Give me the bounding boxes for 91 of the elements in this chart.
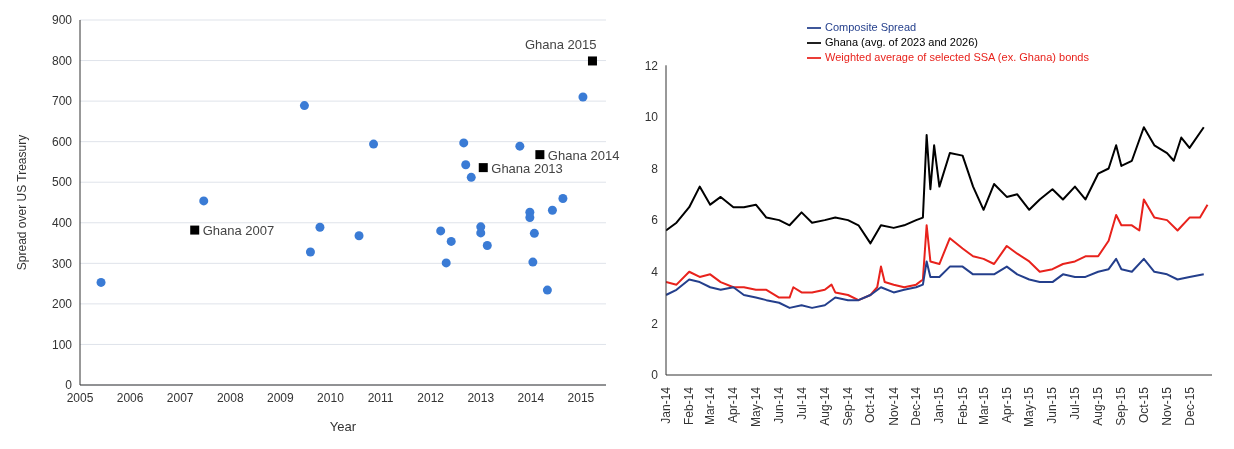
- annotation: Ghana 2014: [547, 147, 620, 163]
- x-tick-label: Jan-14: [659, 386, 673, 424]
- point: [315, 222, 325, 232]
- x-tick-label: Jul-14: [794, 386, 809, 420]
- line-series: [666, 126, 1205, 245]
- point: [441, 258, 451, 268]
- annotation: Ghana 2013: [491, 160, 563, 176]
- point: [466, 172, 476, 182]
- point: [459, 138, 469, 148]
- x-tick-label: Jun-14: [772, 386, 787, 424]
- x-tick-label: Dec-15: [1182, 386, 1197, 426]
- point: [354, 231, 364, 241]
- point: [190, 225, 200, 235]
- x-tick-label: Nov-15: [1160, 386, 1175, 426]
- line-series: [666, 257, 1205, 309]
- point: [547, 205, 557, 215]
- x-tick-label: Feb-14: [682, 386, 697, 426]
- x-tick-label: Oct-14: [863, 386, 878, 424]
- point: [305, 247, 315, 257]
- line-series: [666, 198, 1209, 302]
- x-tick-label: Sep-15: [1114, 386, 1129, 426]
- y-tick-label: 600: [51, 134, 73, 149]
- point: [528, 257, 538, 267]
- x-axis-title: Year: [329, 419, 357, 434]
- x-tick-label: Jan-15: [932, 386, 947, 424]
- y-tick-label: 100: [51, 337, 73, 352]
- x-tick-label: Mar-15: [976, 386, 991, 426]
- legend-label: Weighted average of selected SSA (ex. Ghana) bonds: [825, 51, 1089, 64]
- y-tick-label: 2: [651, 316, 659, 331]
- y-axis-title: Spread over US Treasury: [15, 134, 30, 271]
- point: [299, 101, 309, 111]
- point: [558, 193, 568, 203]
- y-tick-label: 0: [651, 368, 659, 383]
- y-tick-label: 12: [644, 58, 659, 73]
- x-tick-label: Mar-14: [703, 386, 718, 426]
- x-tick-label: May-14: [748, 386, 763, 428]
- point: [578, 92, 588, 102]
- y-tick-label: 6: [651, 213, 659, 228]
- legend-label: Ghana (avg. of 2023 and 2026): [825, 36, 978, 49]
- x-tick-label: 2013: [467, 390, 495, 405]
- x-tick-label: Apr-15: [999, 386, 1014, 424]
- point: [482, 240, 492, 250]
- y-tick-label: 4: [651, 265, 659, 280]
- y-tick-label: 200: [51, 297, 73, 312]
- x-tick-label: 2007: [166, 390, 194, 405]
- x-tick-label: 2006: [116, 390, 144, 405]
- x-tick-label: 2012: [417, 390, 445, 405]
- point: [436, 226, 446, 236]
- point: [461, 160, 471, 170]
- x-tick-label: Apr-14: [726, 386, 741, 424]
- x-tick-label: Jun-15: [1045, 386, 1060, 424]
- legend-label: Composite Spread: [825, 21, 917, 33]
- point: [529, 228, 539, 238]
- point: [525, 213, 535, 223]
- x-tick-label: Nov-14: [886, 386, 901, 426]
- y-tick-label: 10: [644, 110, 659, 125]
- x-tick-label: May-15: [1022, 386, 1037, 428]
- y-tick-label: 300: [51, 256, 73, 271]
- annotation: Ghana 2015: [524, 36, 597, 52]
- x-tick-label: 2008: [216, 390, 244, 405]
- x-tick-label: 2011: [367, 390, 394, 405]
- point: [199, 196, 209, 206]
- y-tick-label: 8: [651, 161, 659, 176]
- x-tick-label: 2014: [517, 390, 545, 405]
- point: [96, 277, 106, 287]
- point: [476, 228, 486, 238]
- x-tick-label: Aug-14: [817, 386, 832, 426]
- x-tick-label: Jul-15: [1067, 386, 1082, 420]
- x-tick-label: Feb-15: [955, 386, 970, 426]
- point: [587, 56, 597, 66]
- x-tick-label: Sep-14: [841, 386, 855, 426]
- annotation: Ghana 2007: [202, 223, 275, 239]
- point: [369, 139, 379, 149]
- point: [515, 141, 525, 151]
- point: [446, 236, 456, 246]
- x-tick-label: 2009: [267, 390, 295, 405]
- x-tick-label: Oct-15: [1136, 386, 1151, 424]
- x-tick-label: 2005: [66, 390, 94, 405]
- y-tick-label: 500: [51, 175, 73, 190]
- x-tick-label: 2010: [317, 390, 345, 405]
- x-tick-label: 2015: [567, 390, 595, 405]
- y-tick-label: 0: [65, 378, 73, 393]
- point: [535, 150, 545, 160]
- y-tick-label: 700: [51, 94, 73, 109]
- x-tick-label: Aug-15: [1091, 386, 1106, 426]
- y-tick-label: 800: [51, 53, 73, 68]
- y-tick-label: 400: [51, 216, 73, 231]
- point: [478, 163, 488, 173]
- x-tick-label: Dec-14: [909, 386, 924, 426]
- point: [542, 285, 552, 295]
- y-tick-label: 900: [51, 13, 73, 28]
